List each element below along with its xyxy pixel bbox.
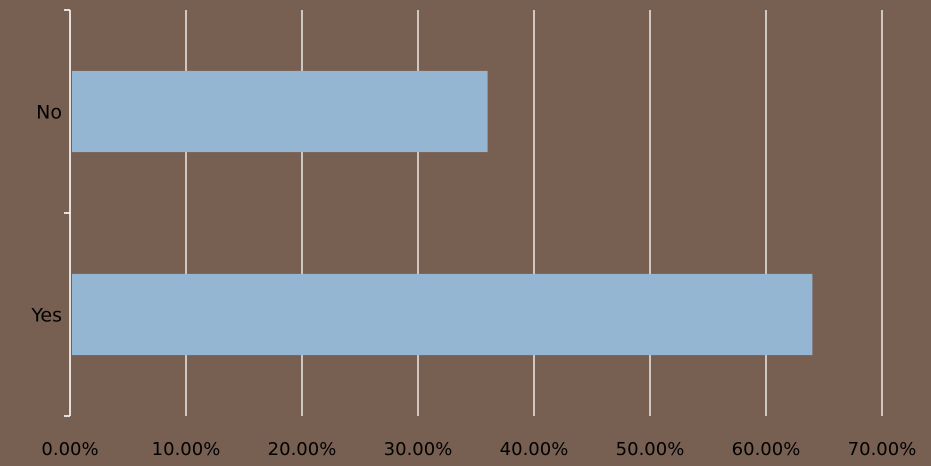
x-tick-label: 30.00% bbox=[384, 439, 453, 460]
category-label: Yes bbox=[30, 305, 62, 327]
bar-no bbox=[72, 70, 488, 153]
category-label: No bbox=[36, 102, 62, 124]
x-tick-label: 50.00% bbox=[616, 439, 685, 460]
axes bbox=[64, 9, 71, 417]
x-tick-label: 10.00% bbox=[152, 439, 221, 460]
bar-yes bbox=[72, 273, 813, 356]
tick-labels: No Yes 0.00% 10.00% 20.00% 30.00% 40.00% 50.00%… bbox=[30, 102, 916, 461]
x-tick-label: 60.00% bbox=[732, 439, 801, 460]
x-tick-label: 0.00% bbox=[41, 439, 98, 460]
bars bbox=[72, 70, 813, 356]
x-tick-label: 40.00% bbox=[500, 439, 569, 460]
x-tick-label: 70.00% bbox=[848, 439, 917, 460]
x-tick-label: 20.00% bbox=[268, 439, 337, 460]
